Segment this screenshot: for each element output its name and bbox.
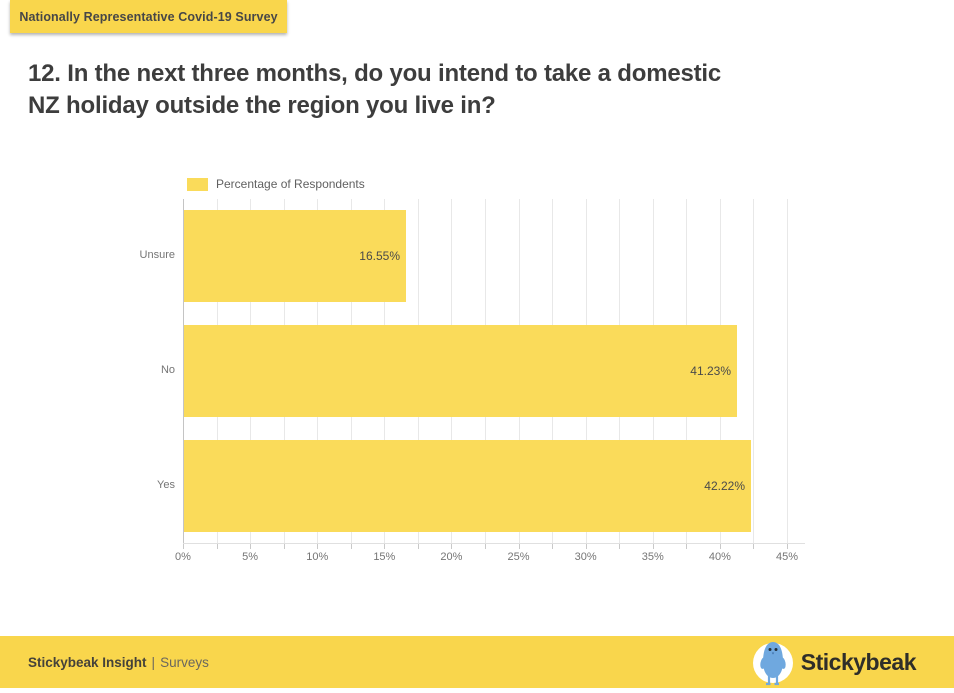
page-title-line1: 12. In the next three months, do you int… [28, 60, 722, 87]
footer-brand: Stickybeak Insight [28, 654, 147, 670]
footer-text: Stickybeak Insight | Surveys [28, 636, 209, 688]
page-title: 12. In the next three months, do you int… [28, 58, 888, 122]
bar-yes[interactable]: 42.22% [184, 440, 751, 532]
x-axis-tick [653, 544, 654, 549]
y-axis-line [183, 199, 184, 543]
category-label-unsure: Unsure [139, 249, 175, 261]
survey-banner: Nationally Representative Covid-19 Surve… [10, 0, 287, 33]
gridline [787, 199, 788, 543]
footer-section: Surveys [160, 654, 209, 670]
stickybeak-bird-icon [751, 636, 795, 688]
stickybeak-logo: Stickybeak [751, 636, 917, 688]
legend-swatch [187, 177, 208, 191]
x-axis-tick-label: 15% [373, 551, 396, 563]
gridline [753, 199, 754, 543]
x-axis-tick [720, 544, 721, 549]
x-axis-tick [351, 544, 352, 549]
x-axis-tick-label: 35% [641, 551, 664, 563]
page-title-line2: NZ holiday outside the region you live i… [28, 92, 496, 119]
category-label-no: No [160, 364, 175, 376]
survey-banner-label: Nationally Representative Covid-19 Surve… [19, 9, 278, 24]
x-axis-tick [787, 544, 788, 549]
x-axis-tick-label: 45% [775, 551, 799, 563]
x-axis-tick [753, 544, 754, 549]
x-axis-tick-label: 40% [708, 551, 731, 563]
bar-chart-plot-area: 16.55% 41.23% 42.22% [183, 199, 788, 543]
bar-no[interactable]: 41.23% [184, 325, 737, 417]
bar-value-label: 42.22% [704, 479, 745, 493]
x-axis-tick-label: 0% [175, 551, 191, 563]
x-axis-tick [686, 544, 687, 549]
x-axis-tick-label: 5% [242, 551, 259, 563]
x-axis-tick [217, 544, 218, 549]
stickybeak-logo-text: Stickybeak [800, 648, 917, 675]
x-axis-tick [451, 544, 452, 549]
x-axis-tick-label: 30% [574, 551, 597, 563]
legend-label: Percentage of Respondents [216, 177, 365, 191]
x-axis-tick [619, 544, 620, 549]
bar-value-label: 41.23% [690, 364, 731, 378]
bar-value-label: 16.55% [359, 249, 400, 263]
x-axis-tick [317, 544, 318, 549]
footer-bar: Stickybeak Insight | Surveys Stickybeak [0, 636, 954, 688]
x-axis-tick [284, 544, 285, 549]
x-axis-tick-label: 25% [507, 551, 530, 563]
bar-unsure[interactable]: 16.55% [184, 210, 406, 302]
x-axis-tick [183, 544, 184, 549]
x-axis-tick [586, 544, 587, 549]
x-axis-tick [250, 544, 251, 549]
x-axis-tick [384, 544, 385, 549]
footer-divider: | [151, 654, 156, 670]
x-axis-tick [552, 544, 553, 549]
x-axis-tick [418, 544, 419, 549]
x-axis-tick-label: 20% [440, 551, 463, 563]
chart-legend: Percentage of Respondents [187, 177, 365, 191]
category-label-yes: Yes [157, 479, 175, 491]
x-axis-tick-label: 10% [306, 551, 329, 563]
x-axis-tick [519, 544, 520, 549]
x-axis-tick [485, 544, 486, 549]
x-axis-line [183, 543, 805, 544]
